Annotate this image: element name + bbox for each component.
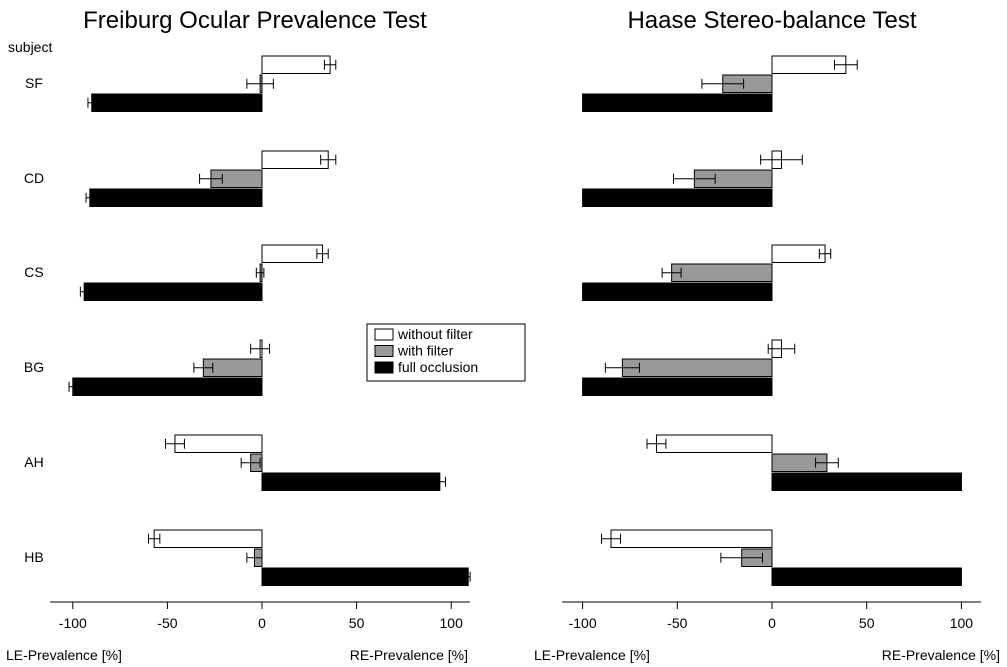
x-tick-label-0: 0 bbox=[258, 615, 266, 631]
freiburg-xlabel-right: RE-Prevalence [%] bbox=[350, 647, 468, 663]
haase-xlabel-right: RE-Prevalence [%] bbox=[882, 647, 1000, 663]
haase-xlabel-left: LE-Prevalence [%] bbox=[534, 647, 650, 663]
x-tick-label--50: -50 bbox=[157, 615, 177, 631]
bar-without-filter-sf bbox=[261, 55, 331, 74]
bar-without-filter-ah bbox=[655, 434, 773, 453]
bar-full-occlusion-sf bbox=[582, 93, 773, 112]
bar-full-occlusion-cs bbox=[582, 282, 773, 301]
panel-haase: -100 -50 0 50 100 bbox=[562, 55, 981, 631]
panel-freiburg: -100 -50 0 50 100 bbox=[50, 55, 471, 631]
bar-full-occlusion-cs bbox=[83, 282, 263, 301]
x-tick-label--50: -50 bbox=[667, 615, 687, 631]
subject-labels: SF CD CS BG AH HB bbox=[24, 75, 44, 565]
panel-title-freiburg: Freiburg Ocular Prevalence Test bbox=[83, 7, 427, 34]
bar-without-filter-ah bbox=[174, 434, 263, 453]
subject-label-hb: HB bbox=[24, 549, 43, 565]
bar-full-occlusion-ah bbox=[261, 472, 441, 491]
bar-full-occlusion-cd bbox=[582, 188, 773, 207]
x-tick-label-100: 100 bbox=[950, 615, 974, 631]
subject-label-cs: CS bbox=[24, 264, 43, 280]
bar-without-filter-cd bbox=[261, 150, 329, 169]
legend-label-with-filter: with filter bbox=[397, 343, 454, 359]
x-tick-label--100: -100 bbox=[59, 615, 87, 631]
legend-swatch-without-filter bbox=[374, 328, 394, 341]
bar-without-filter-hb bbox=[153, 529, 263, 548]
legend-swatch-full-occlusion bbox=[374, 361, 394, 374]
legend-label-without-filter: without filter bbox=[397, 326, 473, 342]
bar-without-filter-cs bbox=[771, 244, 826, 263]
subject-label-sf: SF bbox=[25, 75, 43, 91]
bar-full-occlusion-ah bbox=[771, 472, 962, 491]
bar-full-occlusion-hb bbox=[771, 567, 962, 586]
bar-without-filter-hb bbox=[610, 529, 773, 548]
x-tick-label--100: -100 bbox=[569, 615, 597, 631]
subject-header: subject bbox=[8, 39, 52, 55]
bar-full-occlusion-bg bbox=[72, 377, 263, 396]
freiburg-xlabel-left: LE-Prevalence [%] bbox=[6, 647, 122, 663]
x-tick-label-100: 100 bbox=[440, 615, 464, 631]
subject-label-cd: CD bbox=[24, 170, 44, 186]
x-tick-label-50: 50 bbox=[349, 615, 365, 631]
bar-full-occlusion-sf bbox=[91, 93, 263, 112]
bar-full-occlusion-hb bbox=[261, 567, 469, 586]
legend-label-full-occlusion: full occlusion bbox=[398, 359, 478, 375]
legend-swatch-with-filter bbox=[374, 345, 394, 357]
bar-full-occlusion-cd bbox=[89, 188, 263, 207]
bar-without-filter-cs bbox=[261, 244, 324, 263]
panel-title-haase: Haase Stereo-balance Test bbox=[627, 7, 916, 34]
x-tick-label-0: 0 bbox=[768, 615, 776, 631]
bar-full-occlusion-bg bbox=[582, 377, 773, 396]
x-tick-label-50: 50 bbox=[859, 615, 875, 631]
subject-label-ah: AH bbox=[24, 454, 43, 470]
subject-label-bg: BG bbox=[24, 359, 44, 375]
bar-with-filter-cs bbox=[671, 263, 773, 282]
bar-with-filter-bg bbox=[621, 358, 773, 377]
